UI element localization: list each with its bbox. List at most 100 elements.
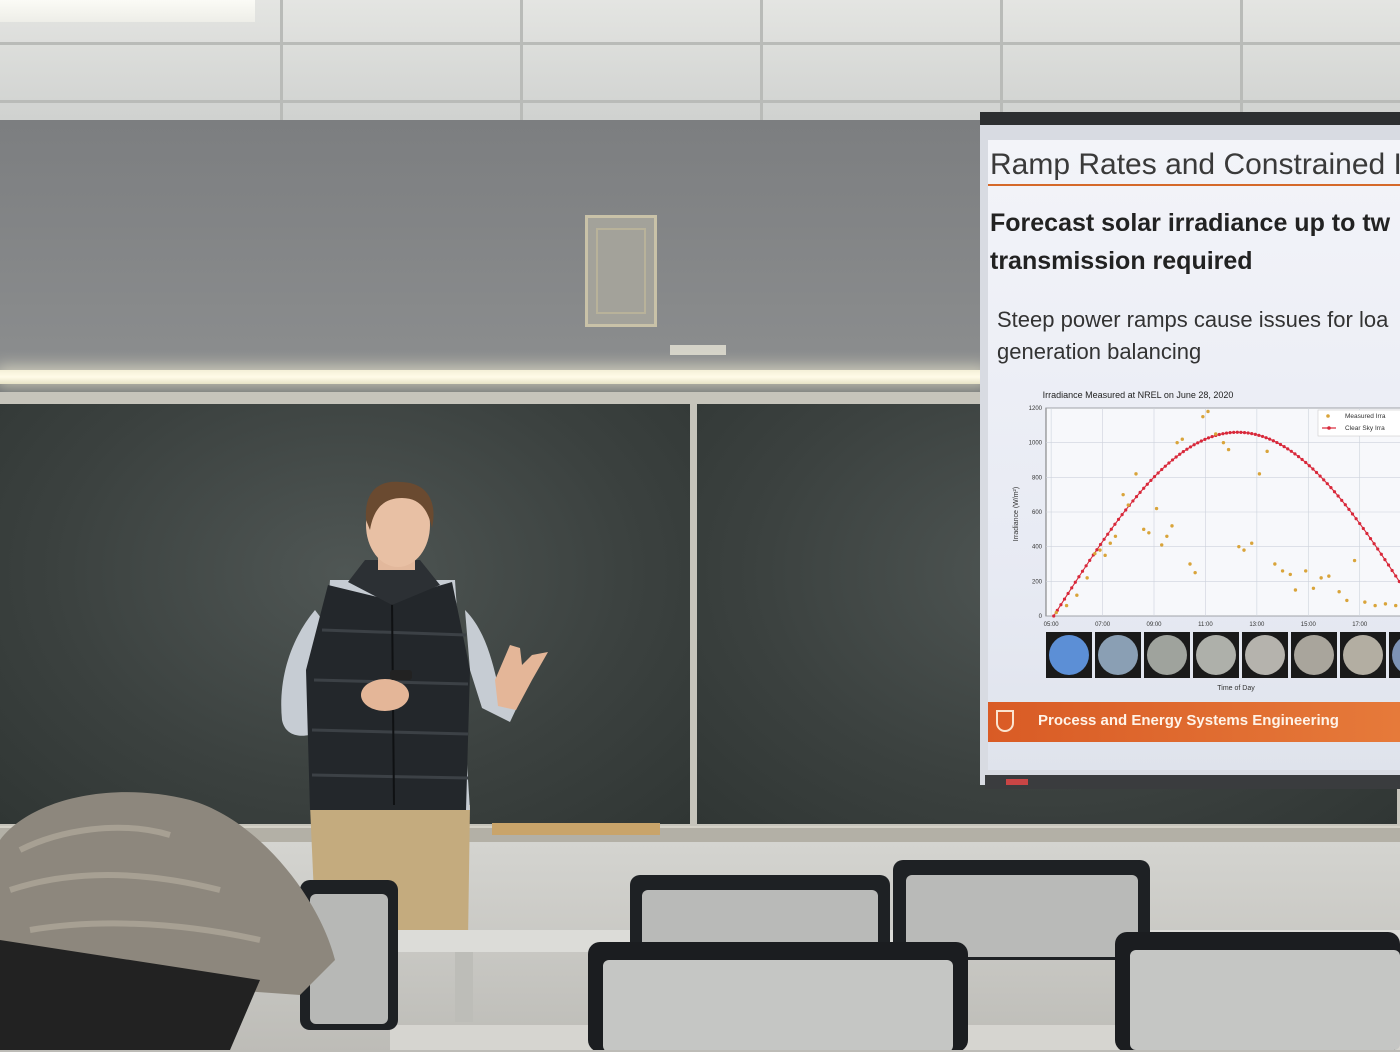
clear-sky-point — [1077, 575, 1081, 579]
chart-grid — [1046, 407, 1400, 617]
x-axis-ticks: 05:00 07:00 09:00 11:00 13:00 15:00 17:00 — [1044, 622, 1368, 628]
clear-sky-point — [1264, 436, 1268, 440]
clear-sky-point — [1257, 433, 1261, 437]
chair — [893, 860, 1150, 960]
clear-sky-point — [1332, 490, 1337, 494]
sky-image — [1392, 639, 1400, 671]
slide-body-line: Steep power ramps cause issues for loa — [997, 307, 1389, 332]
wall-panel-inner — [596, 228, 646, 314]
y-tick-label: 0 — [1039, 614, 1043, 620]
clear-sky-point — [1062, 597, 1067, 601]
clear-sky-point — [1268, 437, 1272, 441]
legend-measured-marker — [1326, 414, 1330, 418]
clear-sky-point — [1260, 434, 1265, 439]
y-tick-label: 200 — [1032, 579, 1043, 585]
clear-sky-point — [1210, 434, 1214, 439]
sky-image — [1049, 635, 1089, 675]
clear-sky-point — [1383, 558, 1387, 562]
clear-sky-point — [1322, 478, 1326, 482]
measured-point — [1098, 548, 1102, 552]
measured-point — [1142, 527, 1146, 532]
clear-sky-point — [1340, 498, 1344, 502]
clear-sky-point — [1354, 517, 1358, 521]
clear-sky-point — [1095, 548, 1099, 552]
clear-sky-point — [1365, 531, 1369, 536]
legend-box — [1317, 409, 1400, 437]
measured-point — [1311, 586, 1316, 590]
ceiling-grid-line — [1240, 0, 1243, 125]
clear-sky-point — [1368, 536, 1373, 541]
clear-sky-point — [1296, 455, 1301, 459]
measured-point — [1093, 551, 1097, 556]
clear-sky-point — [1358, 521, 1362, 526]
clear-sky-point — [1170, 458, 1175, 462]
clear-sky-point — [1156, 471, 1160, 475]
presenter-left-hand — [361, 679, 409, 711]
chart-title: Irradiance Measured at NREL on June 28, … — [1043, 390, 1234, 400]
ceiling-light — [0, 0, 255, 22]
slide-body: Steep power ramps cause issues for loa g… — [997, 304, 1400, 368]
slide-title: Ramp Rates and Constrained I — [990, 148, 1400, 181]
measured-point — [1265, 449, 1269, 454]
y-axis-ticks: 0 200 400 600 800 1000 1200 — [1029, 406, 1043, 620]
desk-leg — [455, 952, 473, 1022]
clear-sky-point — [1109, 527, 1113, 531]
clear-sky-point — [1142, 486, 1146, 490]
presentation-clicker — [390, 670, 412, 680]
measured-point — [1075, 593, 1079, 597]
clear-sky-point — [1235, 430, 1239, 434]
screen-pull-handle — [1006, 779, 1028, 785]
x-tick-label: 13:00 — [1249, 622, 1265, 628]
ceiling-grid-line — [760, 0, 763, 125]
clear-sky-point — [1192, 443, 1196, 447]
measured-point — [1064, 603, 1069, 608]
clear-sky-point — [1084, 564, 1088, 568]
presenter — [281, 481, 548, 940]
measured-point — [1154, 506, 1159, 511]
clear-sky-point — [1181, 450, 1185, 454]
board-eraser — [492, 823, 660, 835]
clear-sky-point — [1343, 503, 1347, 507]
clear-sky-point — [1052, 614, 1056, 618]
measured-point — [1113, 534, 1118, 538]
ceiling-grid-line — [0, 100, 1400, 103]
footer-text: Process and Energy Systems Engineering — [1038, 712, 1339, 729]
clear-sky-point — [1106, 532, 1110, 536]
clear-sky-point — [1304, 460, 1308, 465]
ceiling-grid-line — [520, 0, 523, 125]
clear-sky-point — [1098, 542, 1103, 547]
clear-sky-point — [1206, 436, 1211, 440]
measured-point — [1180, 437, 1184, 441]
sky-image — [1245, 635, 1285, 675]
legend-measured-label: Measured Irra — [1345, 413, 1386, 420]
slide-heading-line: Forecast solar irradiance up to tw — [990, 209, 1391, 237]
legend-clear-marker — [1327, 426, 1331, 430]
presenter-hair — [365, 481, 434, 530]
classroom-furniture — [0, 792, 1400, 1050]
light-mount — [670, 345, 726, 355]
clear-sky-point — [1394, 574, 1398, 578]
measured-point — [1242, 548, 1246, 552]
clear-sky-point — [1080, 569, 1085, 573]
sky-image — [1343, 635, 1383, 675]
clear-sky-point — [1242, 430, 1247, 435]
clear-sky-point — [1224, 431, 1229, 435]
measured-point — [1394, 603, 1398, 608]
sky-image — [1294, 635, 1334, 675]
y-tick-label: 600 — [1032, 510, 1043, 516]
clear-sky-point — [1185, 447, 1189, 451]
clear-sky-point — [1278, 442, 1283, 447]
x-tick-label: 09:00 — [1146, 622, 1162, 628]
slide-body-line: generation balancing — [997, 339, 1202, 364]
clear-sky-point — [1275, 440, 1279, 445]
clear-sky-point — [1289, 449, 1293, 453]
clear-sky-point — [1163, 464, 1167, 468]
measured-point — [1337, 590, 1341, 594]
measured-series — [1054, 409, 1398, 615]
measured-point — [1193, 570, 1197, 575]
clear-sky-point — [1386, 563, 1391, 567]
clear-sky-point — [1228, 431, 1232, 435]
sky-image-strip — [1046, 632, 1400, 678]
sky-image — [1147, 635, 1187, 675]
clear-sky-point — [1347, 507, 1351, 511]
